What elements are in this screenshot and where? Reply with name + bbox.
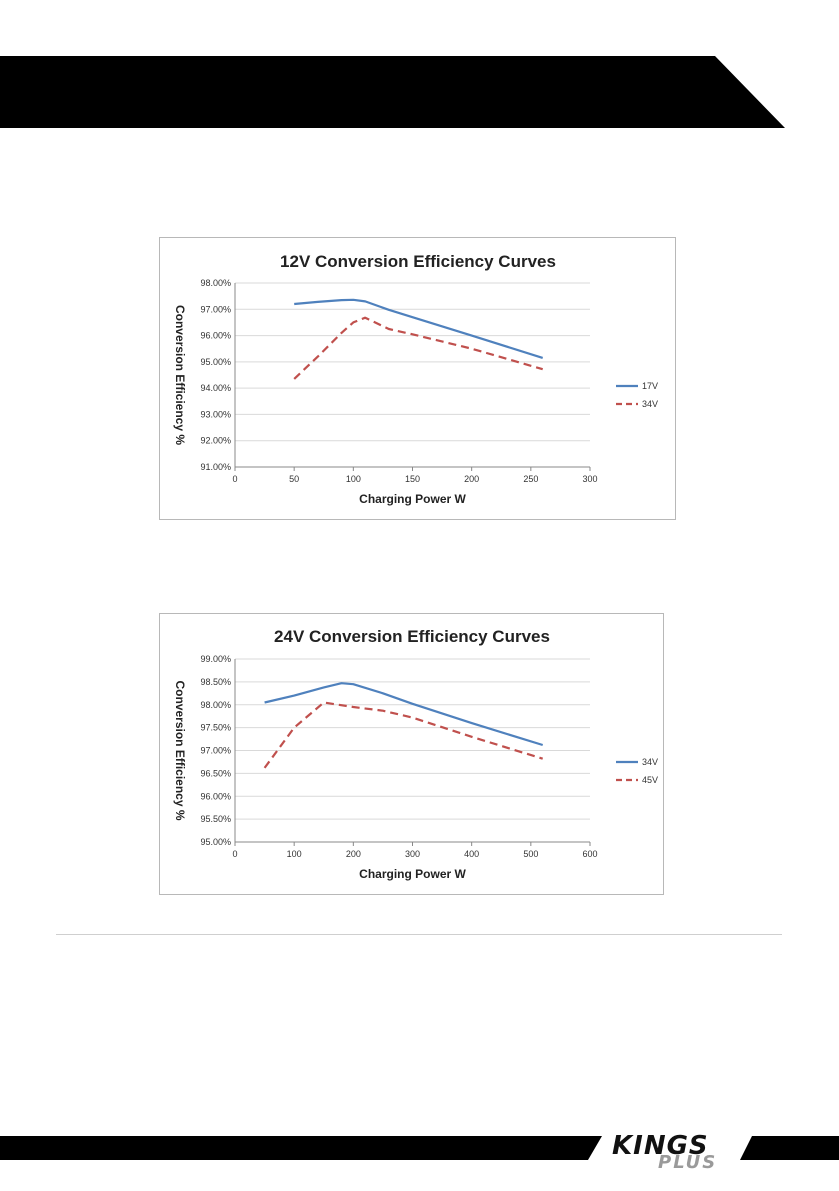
y-tick-label: 98.00% [200,700,231,710]
footer-bar [0,1136,839,1160]
chart-title: 24V Conversion Efficiency Curves [274,627,550,646]
chart-24v-svg: 95.00% 95.50% 96.00% 96.50% 97.00% 97.50% 98.0… [173,627,658,881]
y-tick-label: 95.00% [200,837,231,847]
x-tick-label: 200 [464,474,479,484]
x-tick-label: 200 [346,849,361,859]
y-axis-label: Conversion Efficiency % [173,680,187,820]
y-tick-label: 96.00% [200,331,231,341]
x-tick-label: 50 [289,474,299,484]
chart-12v-svg: 91.00% 92.00% 93.00% 94.00% 95.00% 96.00% 97.0… [173,252,658,506]
x-tick-label: 0 [232,474,237,484]
y-tick-label: 98.00% [200,278,231,288]
y-tick-label: 96.00% [200,791,231,801]
series-line-34V [293,316,544,380]
x-tick-label: 150 [405,474,420,484]
legend-label: 34V [642,757,658,767]
x-tick-label: 100 [287,849,302,859]
legend-label: 34V [642,399,658,409]
series-line-34V [264,682,544,747]
x-axis-label: Charging Power W [359,492,466,506]
y-tick-label: 91.00% [200,462,231,472]
y-tick-label: 97.50% [200,723,231,733]
section-divider [56,934,782,935]
y-tick-label: 95.00% [200,357,231,367]
brand-logo-sub: PLUS [658,1152,718,1173]
x-tick-label: 250 [523,474,538,484]
y-tick-label: 97.00% [200,304,231,314]
x-tick-label: 400 [464,849,479,859]
legend-label: 45V [642,775,658,785]
y-axis-label: Conversion Efficiency % [173,305,187,445]
y-tick-label: 93.00% [200,409,231,419]
series-line-45V [263,701,544,769]
series-line-17V [294,298,544,359]
brand-logo: KINGS PLUS [600,1128,745,1174]
x-tick-label: 600 [582,849,597,859]
y-tick-label: 97.00% [200,746,231,756]
x-tick-label: 0 [232,849,237,859]
x-axis-label: Charging Power W [359,867,466,881]
y-tick-label: 96.50% [200,768,231,778]
legend-label: 17V [642,381,658,391]
y-tick-label: 92.00% [200,436,231,446]
x-tick-label: 300 [405,849,420,859]
x-tick-label: 500 [523,849,538,859]
y-tick-label: 95.50% [200,814,231,824]
chart-12v-efficiency: 91.00% 92.00% 93.00% 94.00% 95.00% 96.00% 97.0… [159,237,676,520]
brand-logo-main: KINGS [612,1131,709,1161]
y-tick-label: 94.00% [200,383,231,393]
chart-24v-efficiency: 95.00% 95.50% 96.00% 96.50% 97.00% 97.50% 98.0… [159,613,664,895]
y-tick-label: 99.00% [200,654,231,664]
y-tick-label: 98.50% [200,677,231,687]
chart-title: 12V Conversion Efficiency Curves [280,252,556,271]
x-tick-label: 300 [582,474,597,484]
header-bar [0,56,785,128]
x-tick-label: 100 [346,474,361,484]
